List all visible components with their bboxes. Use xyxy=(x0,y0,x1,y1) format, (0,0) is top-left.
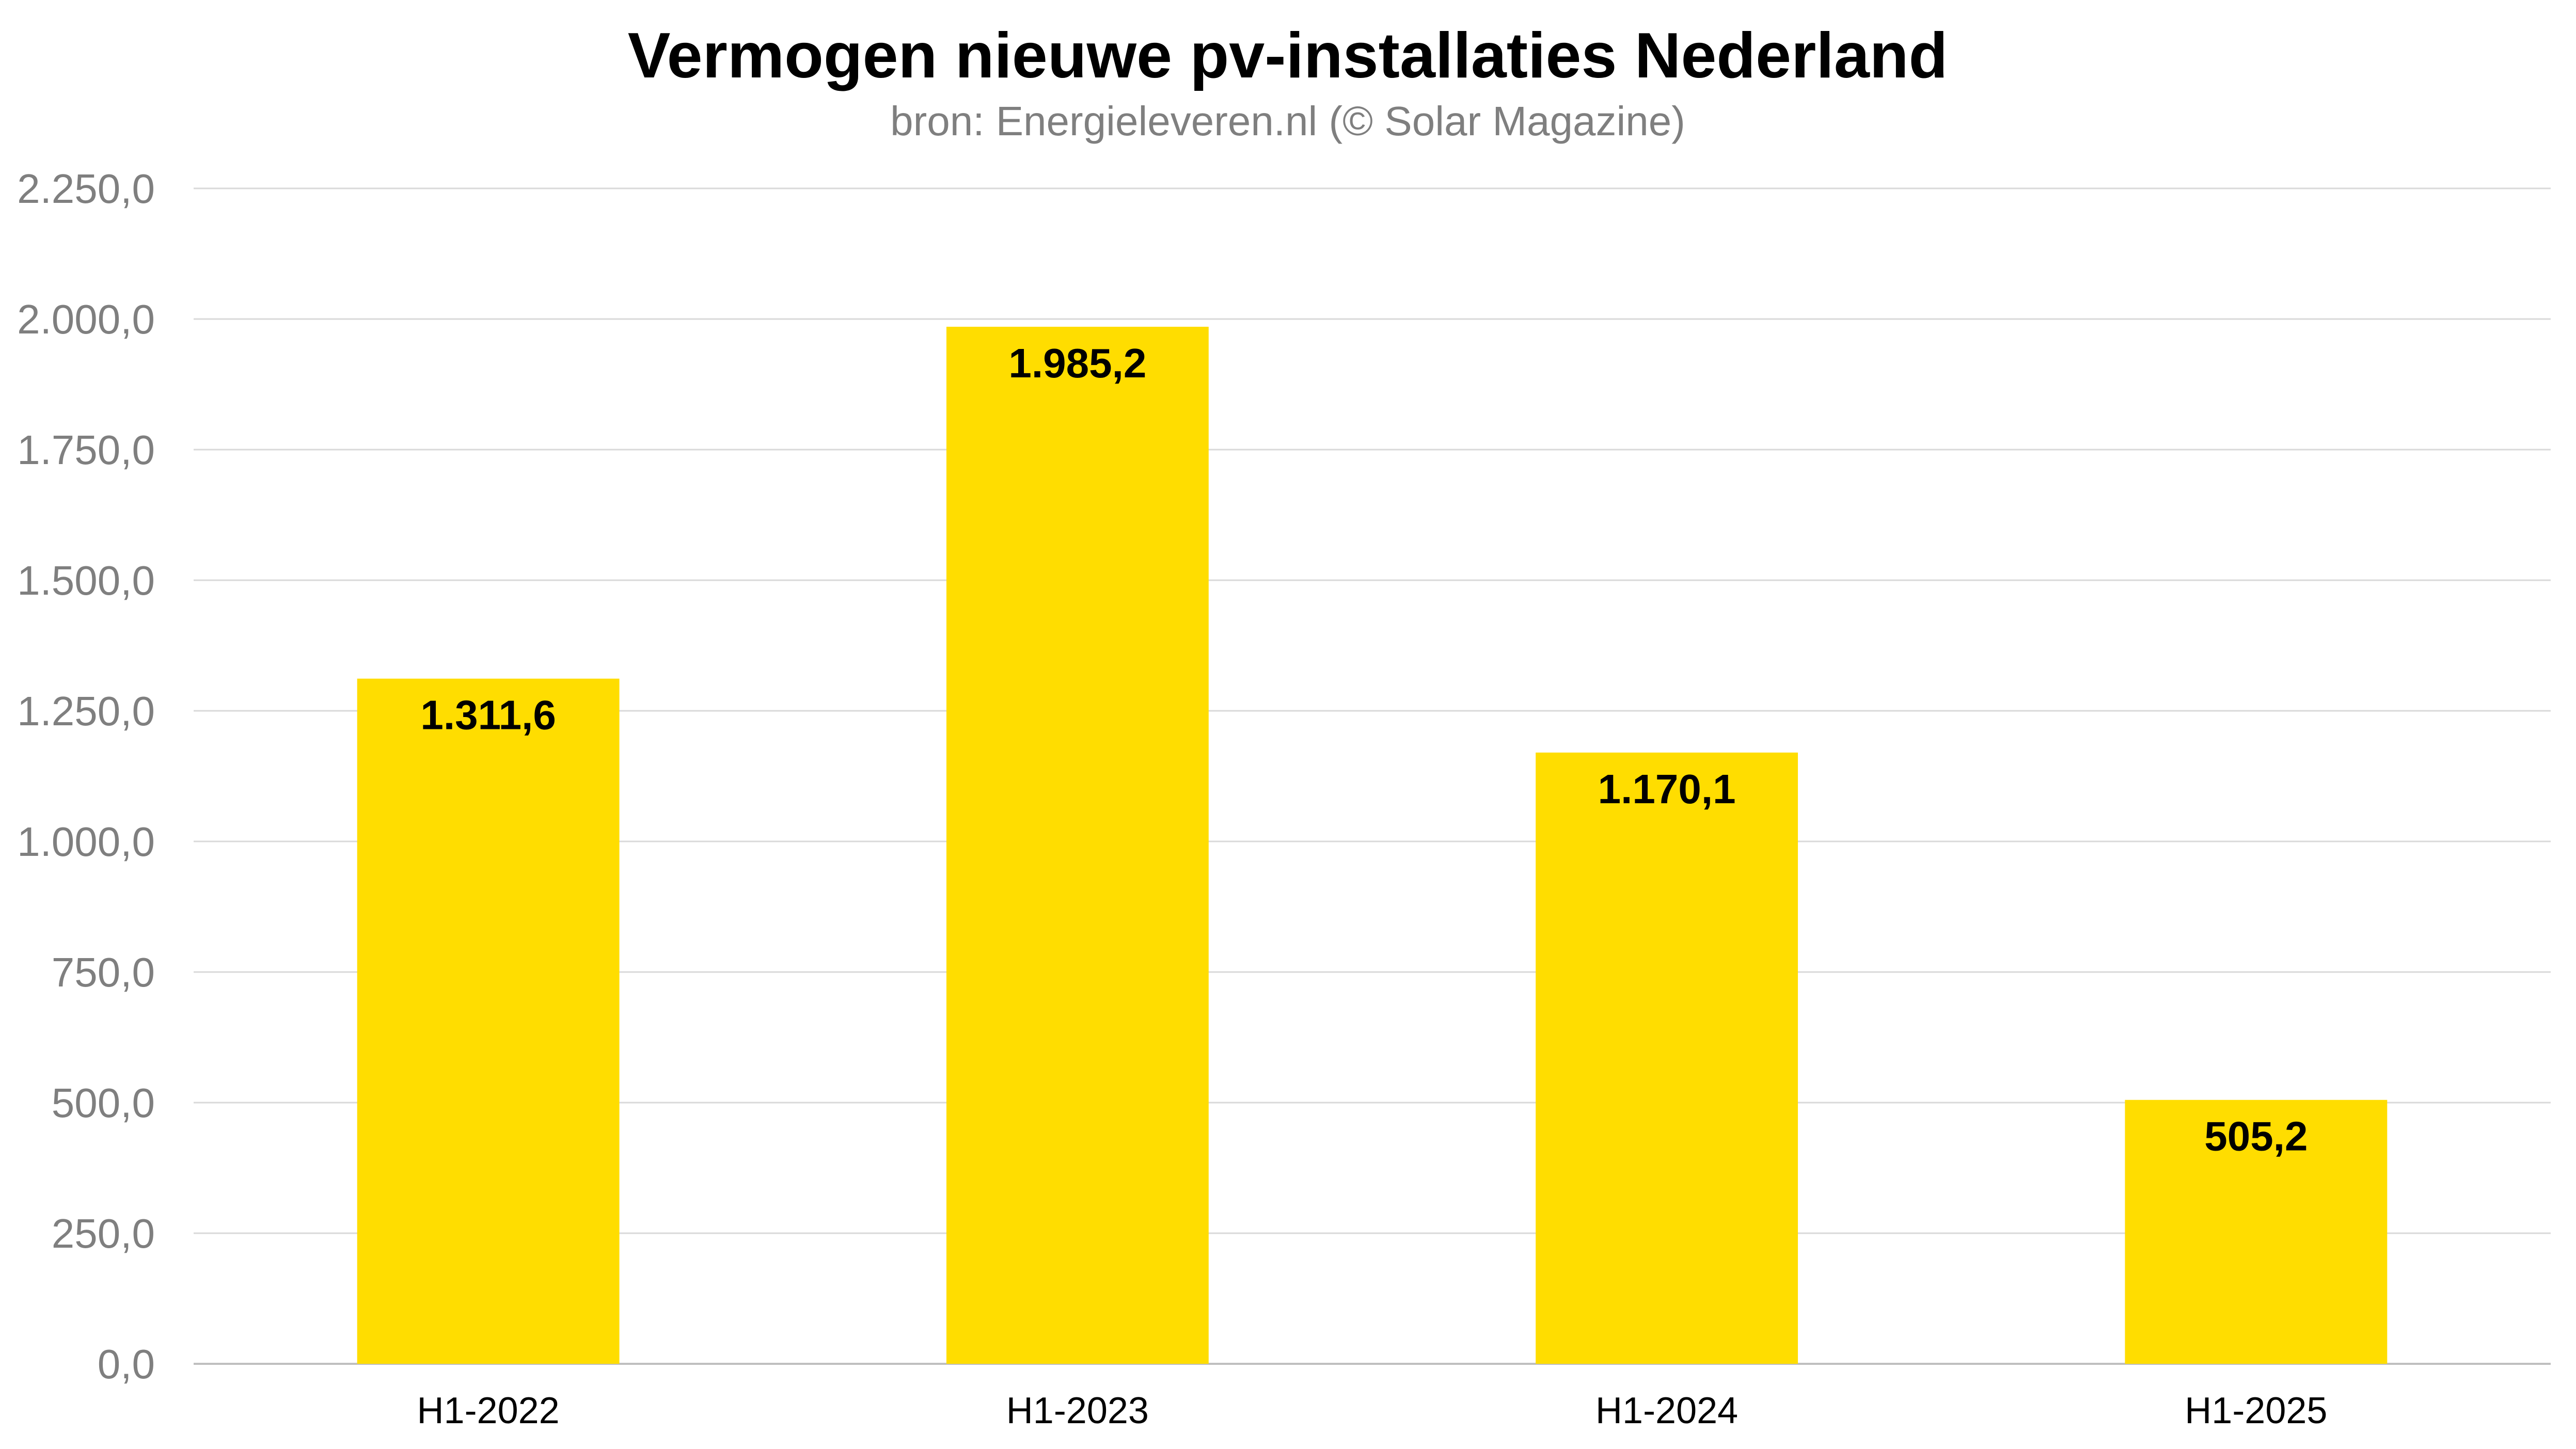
bar-h1-2023 xyxy=(946,326,1209,1364)
y-tick-label: 2.000,0 xyxy=(17,296,155,342)
data-label: 1.170,1 xyxy=(1598,766,1736,812)
x-tick-label: H1-2022 xyxy=(417,1390,560,1431)
x-tick-label: H1-2024 xyxy=(1595,1390,1738,1431)
y-tick-label: 500,0 xyxy=(52,1080,155,1126)
bar-h1-2025 xyxy=(2125,1100,2388,1364)
y-tick-label: 1.000,0 xyxy=(17,819,155,865)
y-tick-label: 2.250,0 xyxy=(17,166,155,212)
y-tick-label: 0,0 xyxy=(98,1341,155,1387)
y-tick-label: 250,0 xyxy=(52,1211,155,1256)
bars xyxy=(357,326,2388,1364)
y-tick-label: 750,0 xyxy=(52,949,155,995)
chart-title: Vermogen nieuwe pv-installaties Nederlan… xyxy=(628,20,1948,91)
data-label: 505,2 xyxy=(2204,1113,2308,1159)
y-axis-tick-labels: 0,0 250,0 500,0 750,0 1.000,0 1.250,0 1.500,0 1… xyxy=(17,166,155,1387)
data-label: 1.311,6 xyxy=(420,692,556,738)
data-label: 1.985,2 xyxy=(1008,340,1146,386)
y-tick-label: 1.500,0 xyxy=(17,558,155,603)
chart-subtitle: bron: Energieleveren.nl (© Solar Magazin… xyxy=(890,98,1685,144)
y-tick-label: 1.250,0 xyxy=(17,688,155,734)
bar-h1-2024 xyxy=(1536,752,1798,1364)
x-axis-tick-labels: H1-2022 H1-2023 H1-2024 H1-2025 xyxy=(417,1390,2328,1431)
bar-h1-2022 xyxy=(357,678,620,1364)
x-tick-label: H1-2023 xyxy=(1006,1390,1149,1431)
data-labels: 1.311,6 1.985,2 1.170,1 505,2 xyxy=(420,340,2308,1159)
x-tick-label: H1-2025 xyxy=(2185,1390,2327,1431)
y-tick-label: 1.750,0 xyxy=(17,427,155,473)
